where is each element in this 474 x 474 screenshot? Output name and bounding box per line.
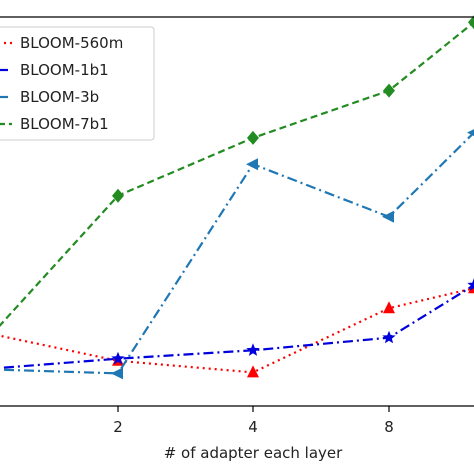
series-line-bloom-560m: [0, 287, 474, 374]
series-layer: [0, 15, 474, 380]
series-bloom-1b1: [0, 278, 474, 370]
data-point-bloom-7b1: [247, 130, 259, 145]
x-ticks: 2 4 8: [113, 406, 394, 436]
data-point-bloom-1b1: [111, 351, 125, 365]
data-point-bloom-3b: [382, 210, 394, 223]
legend-label-bloom-3b: BLOOM-3b: [20, 88, 99, 106]
series-line-bloom-3b: [0, 131, 474, 375]
data-point-bloom-3b: [111, 367, 123, 380]
data-point-bloom-1b1: [382, 330, 396, 344]
x-tick-label: 4: [248, 418, 258, 436]
legend-label-bloom-1b1: BLOOM-1b1: [20, 61, 109, 79]
data-point-bloom-3b: [467, 129, 474, 137]
data-point-bloom-7b1: [383, 83, 395, 98]
x-tick-label: 2: [113, 418, 123, 436]
data-point-bloom-1b1: [467, 278, 474, 291]
axes-layer: [0, 16, 474, 407]
data-point-bloom-7b1: [112, 188, 124, 203]
data-point-bloom-560m: [247, 365, 259, 378]
legend-box: [0, 26, 155, 141]
legend-label-bloom-7b1: BLOOM-7b1: [20, 115, 109, 133]
data-point-bloom-1b1: [246, 343, 260, 356]
data-point-bloom-7b1: [468, 15, 474, 30]
data-point-bloom-3b: [246, 158, 258, 171]
series-bloom-7b1: [0, 15, 474, 327]
series-bloom-3b: [0, 129, 474, 380]
legend: BLOOM-560m BLOOM-1b1 BLOOM-3b BLOOM-7b1: [0, 26, 155, 141]
x-axis-label: # of adapter each layer: [164, 444, 343, 462]
x-tick-label: 8: [384, 418, 394, 436]
series-line-bloom-1b1: [0, 284, 474, 370]
legend-label-bloom-560m: BLOOM-560m: [20, 34, 123, 52]
data-point-bloom-560m: [383, 301, 395, 314]
